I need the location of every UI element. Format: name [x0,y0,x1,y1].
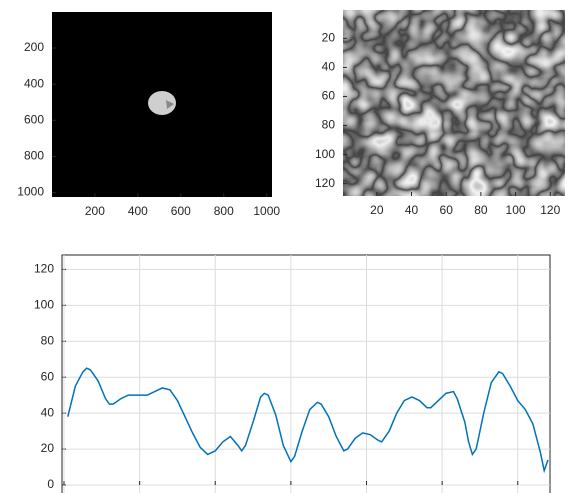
x-tick-label: 1000 [253,204,280,218]
y-tick-label: 600 [24,112,44,126]
x-tick-label: 800 [214,204,234,218]
image-disc [148,91,176,115]
y-tick-label: 1000 [17,185,44,199]
y-tick-label: 20 [41,441,55,455]
line-series [67,367,549,474]
y-tick-label: 60 [41,369,55,383]
x-tick-label: 80 [474,203,488,217]
x-tick-label: 20 [370,203,384,217]
image-2 [343,10,565,196]
x-tick-label: 120 [540,203,560,217]
y-tick-label: 400 [24,76,44,90]
x-tick-label: 200 [85,204,105,218]
image-detail [166,100,174,109]
y-tick-label: 80 [41,333,55,347]
x-tick-label: 400 [128,204,148,218]
y-tick-label: 120 [34,262,54,276]
y-tick-label: 60 [322,89,336,103]
y-tick-label: 0 [47,477,54,491]
y-tick-label: 100 [315,147,335,161]
y-tick-label: 800 [24,149,44,163]
y-tick-label: 20 [322,31,336,45]
image-texture [343,10,565,196]
x-tick-label: 40 [405,203,419,217]
x-tick-label: 60 [440,203,454,217]
y-tick-label: 200 [24,40,44,54]
x-tick-label: 600 [171,204,191,218]
y-tick-label: 40 [41,405,55,419]
y-tick-label: 80 [322,118,336,132]
y-tick-label: 100 [34,297,54,311]
y-tick-label: 40 [322,60,336,74]
x-tick-label: 100 [506,203,526,217]
image-1 [52,12,272,197]
axes-background [61,254,551,493]
y-tick-label: 120 [315,176,335,190]
